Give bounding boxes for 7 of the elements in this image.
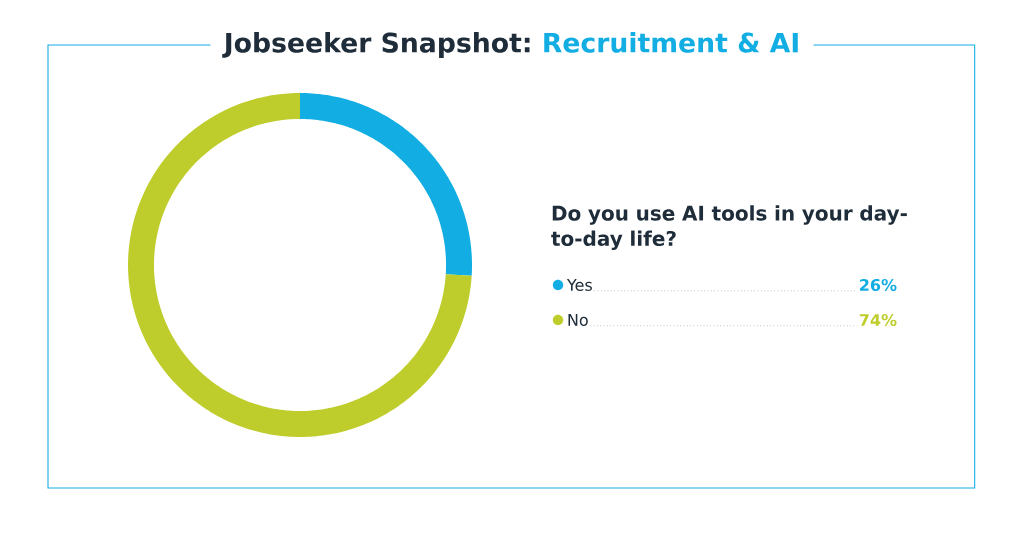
data-label: 74% (859, 313, 897, 327)
legend-label: No (568, 314, 588, 326)
chart-subtitle: Recruitment & AI (544, 32, 798, 53)
chart-title: Jobseeker Snapshot: (222, 32, 530, 58)
legend-label: Yes (566, 279, 592, 291)
data-label: 26% (860, 278, 897, 292)
legend-title: Do you use AI tools in your day-to-day life? (551, 205, 907, 251)
